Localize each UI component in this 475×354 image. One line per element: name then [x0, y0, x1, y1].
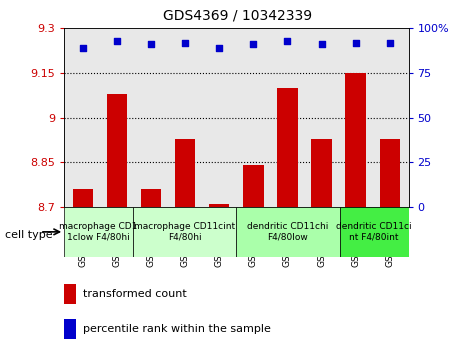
Bar [209, 204, 229, 207]
Bar [380, 138, 400, 207]
Text: transformed count: transformed count [83, 289, 187, 299]
Text: GDS4369 / 10342339: GDS4369 / 10342339 [163, 9, 312, 23]
Bar [175, 138, 195, 207]
Point [216, 45, 223, 51]
Point [113, 38, 121, 44]
Bar [237, 207, 340, 257]
Bar [311, 138, 332, 207]
Text: dendritic CD11chi
F4/80low: dendritic CD11chi F4/80low [247, 222, 329, 241]
Text: macrophage CD11cint
F4/80hi: macrophage CD11cint F4/80hi [134, 222, 235, 241]
Bar [243, 165, 264, 207]
Point [79, 45, 86, 51]
Text: dendritic CD11ci
nt F4/80int: dendritic CD11ci nt F4/80int [336, 222, 412, 241]
Bar [64, 207, 133, 257]
Point [147, 41, 155, 47]
Text: macrophage CD1
1clow F4/80hi: macrophage CD1 1clow F4/80hi [59, 222, 138, 241]
Bar [340, 207, 408, 257]
Text: cell type: cell type [5, 230, 52, 240]
Bar [73, 189, 93, 207]
Point [181, 40, 189, 45]
Bar [345, 73, 366, 207]
Bar [141, 189, 162, 207]
Bar [64, 284, 76, 304]
Bar [64, 319, 76, 339]
Point [249, 41, 257, 47]
Point [318, 41, 325, 47]
Text: percentile rank within the sample: percentile rank within the sample [83, 324, 271, 334]
Bar [133, 207, 237, 257]
Bar [107, 94, 127, 207]
Point [352, 40, 360, 45]
Point [386, 40, 394, 45]
Point [284, 38, 291, 44]
Bar [277, 88, 298, 207]
